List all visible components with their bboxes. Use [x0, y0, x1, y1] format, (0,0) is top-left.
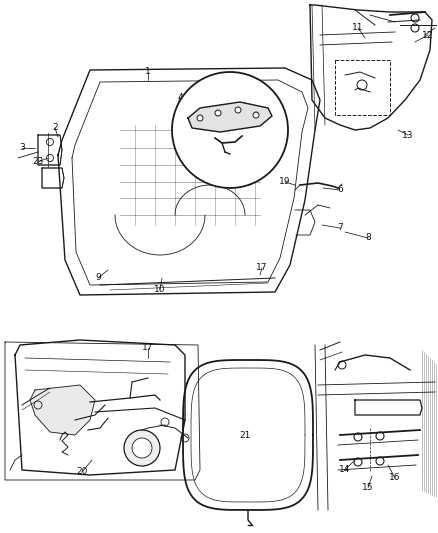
Text: 1: 1 [145, 68, 151, 77]
Text: 23: 23 [32, 157, 44, 166]
Text: 20: 20 [76, 467, 88, 477]
Text: 3: 3 [19, 143, 25, 152]
Polygon shape [38, 135, 62, 165]
Circle shape [338, 361, 346, 369]
Polygon shape [188, 102, 272, 132]
Text: 25: 25 [230, 124, 241, 133]
Circle shape [132, 438, 152, 458]
Text: 16: 16 [389, 473, 401, 482]
Text: 8: 8 [365, 233, 371, 243]
Text: 15: 15 [362, 483, 374, 492]
Circle shape [354, 458, 362, 466]
Circle shape [376, 432, 384, 440]
Text: 13: 13 [402, 131, 414, 140]
Circle shape [411, 24, 419, 32]
Circle shape [354, 433, 362, 441]
Text: 5: 5 [225, 116, 231, 125]
Circle shape [253, 112, 259, 118]
Text: 2: 2 [52, 124, 58, 133]
Text: 10: 10 [154, 286, 166, 295]
Circle shape [124, 430, 160, 466]
Text: 4: 4 [177, 93, 183, 101]
Text: 17: 17 [256, 263, 268, 272]
Text: 14: 14 [339, 465, 351, 474]
Circle shape [411, 14, 419, 22]
Text: 17: 17 [142, 343, 154, 352]
Text: 25: 25 [206, 150, 218, 159]
Circle shape [376, 457, 384, 465]
Polygon shape [42, 168, 64, 188]
Circle shape [215, 110, 221, 116]
Circle shape [235, 107, 241, 113]
Text: 24: 24 [258, 95, 268, 104]
Text: 21: 21 [239, 431, 251, 440]
Text: 9: 9 [95, 273, 101, 282]
Text: 12: 12 [422, 30, 434, 39]
FancyBboxPatch shape [335, 60, 390, 115]
Text: 19: 19 [279, 177, 291, 187]
Text: 6: 6 [337, 185, 343, 195]
Circle shape [172, 72, 288, 188]
Text: 24: 24 [252, 101, 264, 109]
Text: 11: 11 [352, 23, 364, 33]
Polygon shape [30, 385, 95, 435]
Text: 7: 7 [337, 223, 343, 232]
Circle shape [197, 115, 203, 121]
